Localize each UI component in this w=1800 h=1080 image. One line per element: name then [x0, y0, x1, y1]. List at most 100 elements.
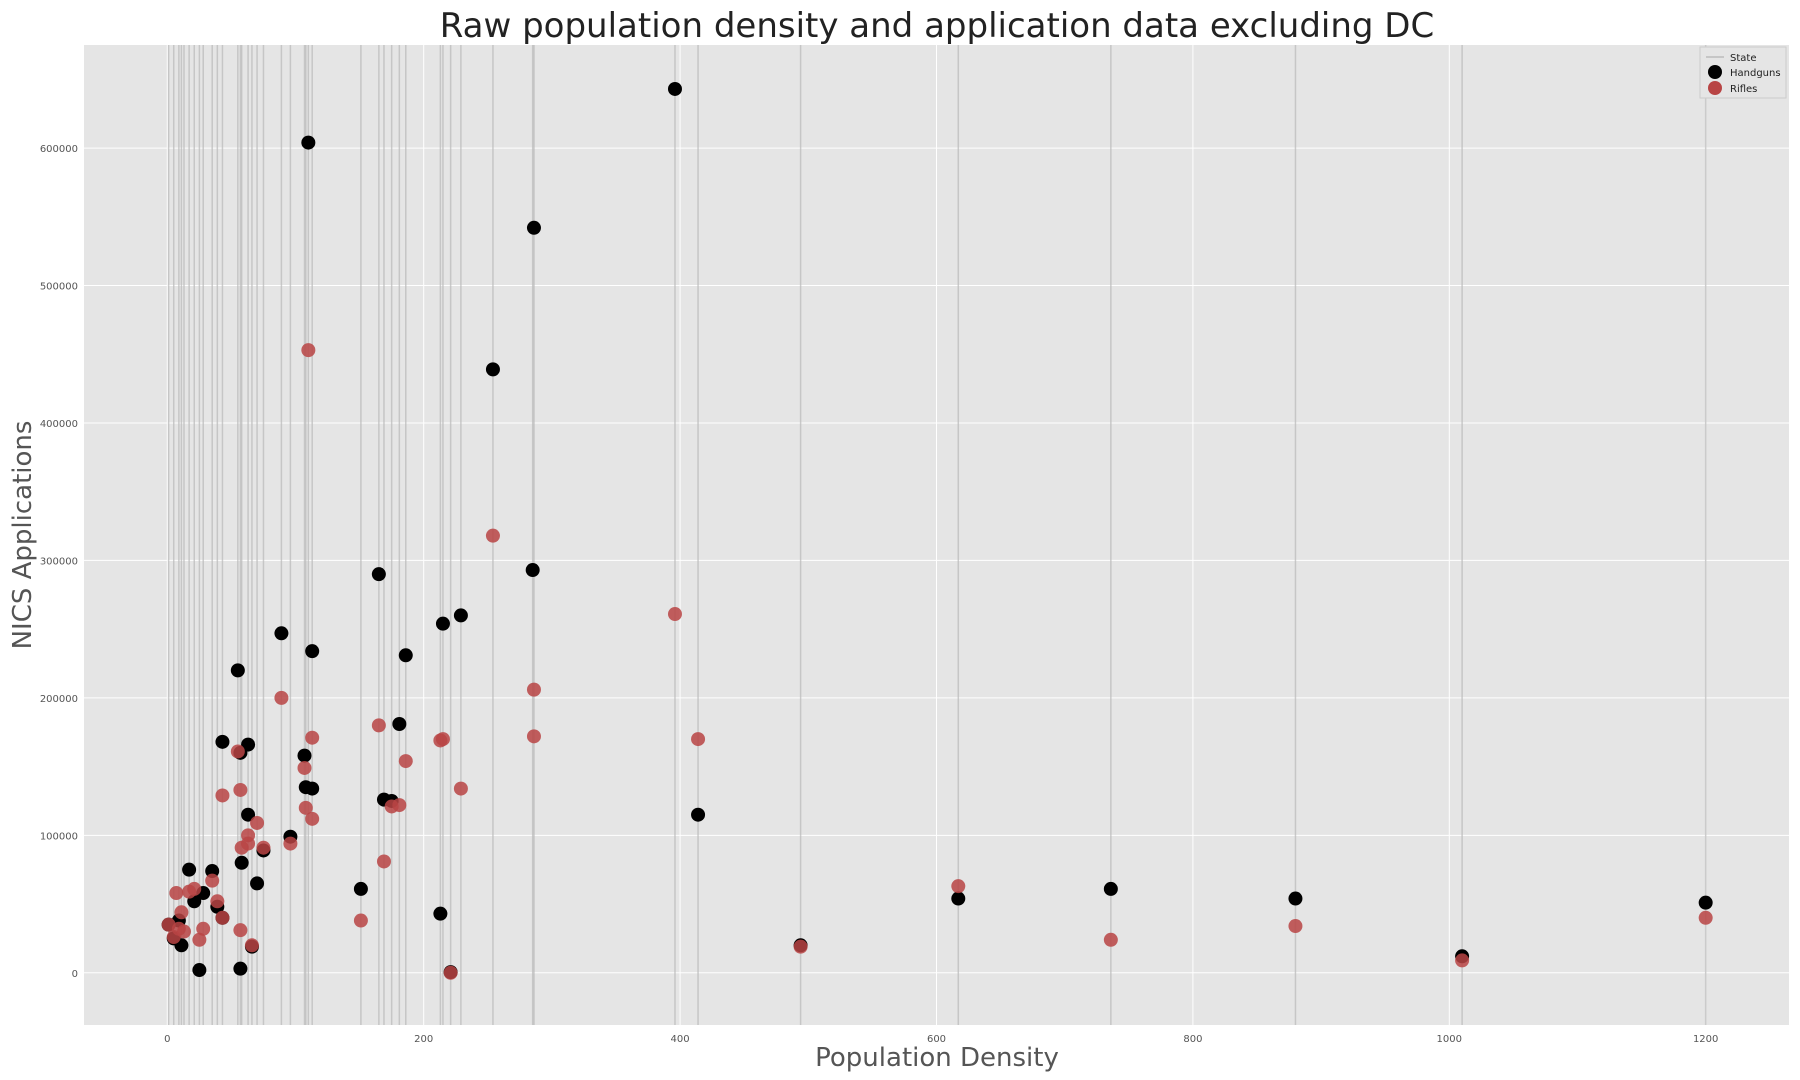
- y-tick-label: 100000: [40, 831, 78, 842]
- rifles-point: [353, 913, 368, 928]
- rifles-point: [485, 528, 500, 543]
- legend-swatch-handguns: [1708, 65, 1722, 79]
- legend: State Handguns Rifles: [1699, 46, 1787, 99]
- y-tick-label: 400000: [40, 419, 78, 430]
- rifles-point: [210, 894, 225, 909]
- rifles-point: [192, 932, 207, 947]
- handguns-point: [433, 906, 448, 921]
- rifles-point: [305, 730, 320, 745]
- rifles-point: [435, 732, 450, 747]
- rifles-point: [205, 873, 220, 888]
- rifles-point: [793, 939, 808, 954]
- rifles-point: [250, 815, 265, 830]
- legend-label-handguns: Handguns: [1730, 68, 1781, 79]
- handguns-point: [353, 881, 368, 896]
- x-tick-label: 200: [414, 1034, 433, 1045]
- chart-title: Raw population density and application d…: [440, 6, 1434, 46]
- handguns-point: [1103, 881, 1118, 896]
- handguns-point: [371, 567, 386, 582]
- y-tick-label: 500000: [40, 282, 78, 293]
- handguns-point: [526, 220, 541, 235]
- handguns-point: [435, 616, 450, 631]
- handguns-point: [525, 563, 540, 578]
- rifles-point: [174, 905, 189, 920]
- rifles-point: [1455, 953, 1470, 968]
- rifles-point: [215, 788, 230, 803]
- x-tick-label: 600: [927, 1034, 946, 1045]
- data-points: [161, 81, 1713, 980]
- x-tick-label: 400: [671, 1034, 690, 1045]
- rifles-point: [392, 798, 407, 813]
- rifles-point: [398, 754, 413, 769]
- handguns-point: [392, 716, 407, 731]
- rifles-point: [305, 811, 320, 826]
- handguns-point: [398, 648, 413, 663]
- rifles-point: [244, 938, 259, 953]
- x-axis-ticks: 0 200 400 600 800 1000 1200: [164, 1034, 1718, 1045]
- rifles-point: [196, 921, 211, 936]
- rifles-point: [443, 965, 458, 980]
- handguns-point: [241, 807, 256, 822]
- rifles-point: [298, 800, 313, 815]
- handguns-point: [667, 81, 682, 96]
- handguns-point: [192, 963, 207, 978]
- rifles-point: [301, 343, 316, 358]
- rifles-point: [233, 923, 248, 938]
- x-axis-label: Population Density: [815, 1043, 1059, 1073]
- rifles-point: [176, 924, 191, 939]
- rifles-point: [274, 690, 289, 705]
- handguns-point: [305, 781, 320, 796]
- handguns-point: [241, 737, 256, 752]
- rifles-point: [1103, 932, 1118, 947]
- rifles-point: [297, 760, 312, 775]
- x-tick-label: 800: [1183, 1034, 1202, 1045]
- rifles-point: [526, 729, 541, 744]
- rifles-point: [256, 840, 271, 855]
- handguns-point: [230, 663, 245, 678]
- rifles-point: [241, 836, 256, 851]
- handguns-point: [205, 864, 220, 879]
- y-axis-ticks: 0 100000 200000 300000 400000 500000 600000: [40, 144, 78, 980]
- handguns-point: [301, 135, 316, 150]
- rifles-point: [283, 836, 298, 851]
- rifles-point: [376, 854, 391, 869]
- x-tick-label: 1000: [1437, 1034, 1462, 1045]
- handguns-point: [951, 891, 966, 906]
- rifles-point: [187, 881, 202, 896]
- handguns-point: [182, 862, 197, 877]
- handguns-point: [274, 626, 289, 641]
- rifles-point: [233, 782, 248, 797]
- legend-label-rifles: Rifles: [1730, 84, 1757, 95]
- rifles-point: [1698, 910, 1713, 925]
- handguns-point: [691, 807, 706, 822]
- y-tick-label: 200000: [40, 694, 78, 705]
- y-tick-label: 0: [72, 969, 78, 980]
- handguns-point: [297, 748, 312, 763]
- rifles-point: [453, 781, 468, 796]
- handguns-point: [1288, 891, 1303, 906]
- handguns-point: [233, 961, 248, 976]
- handguns-point: [250, 876, 265, 891]
- handguns-point: [1698, 895, 1713, 910]
- handguns-point: [485, 362, 500, 377]
- y-tick-label: 600000: [40, 144, 78, 155]
- rifles-point: [1288, 919, 1303, 934]
- y-axis-label: NICS Applications: [8, 421, 38, 650]
- handguns-point: [453, 608, 468, 623]
- rifles-point: [951, 879, 966, 894]
- handguns-point: [215, 734, 230, 749]
- handguns-point: [305, 644, 320, 659]
- x-tick-label: 1200: [1693, 1034, 1718, 1045]
- x-tick-label: 0: [164, 1034, 170, 1045]
- rifles-point: [169, 886, 184, 901]
- rifles-point: [230, 744, 245, 759]
- rifles-point: [667, 607, 682, 622]
- legend-label-state: State: [1730, 53, 1756, 64]
- y-tick-label: 300000: [40, 556, 78, 567]
- rifles-point: [691, 732, 706, 747]
- rifles-point: [526, 682, 541, 697]
- rifles-point: [215, 910, 230, 925]
- gridlines: [84, 45, 1789, 1025]
- legend-swatch-rifles: [1708, 81, 1722, 95]
